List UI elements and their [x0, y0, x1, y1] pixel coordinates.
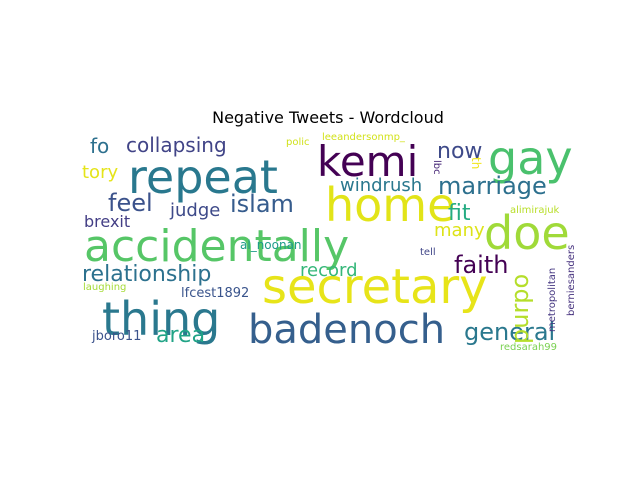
word-accidentally: accidentally — [84, 221, 349, 272]
word-kemi: kemi — [317, 137, 418, 186]
word-islam: islam — [230, 190, 294, 218]
word-relationship: relationship — [82, 262, 211, 287]
word-tory: tory — [82, 162, 118, 183]
chart-title: Negative Tweets - Wordcloud — [212, 108, 444, 127]
word-home: home — [325, 178, 455, 232]
word-brexit: brexit — [84, 212, 130, 231]
word-fit: fit — [448, 201, 471, 226]
word-laughing: laughing — [83, 282, 126, 293]
word-lbc: lbc — [431, 160, 442, 175]
word-faith: faith — [454, 251, 508, 279]
word-record: record — [300, 260, 358, 281]
word-doe: doe — [484, 206, 570, 260]
word-thing: thing — [102, 292, 220, 346]
word-repeat: repeat — [128, 150, 278, 204]
word-area: area — [156, 323, 205, 348]
wordcloud: secretaryaccidentallybadenochhomerepeatt… — [82, 131, 576, 352]
word-marriage: marriage — [438, 172, 547, 200]
word-gay: gay — [488, 131, 573, 185]
word-judge: judge — [169, 200, 220, 221]
word-al-noonan: al_noonan — [240, 238, 302, 252]
word-jboro11: jboro11 — [91, 329, 141, 344]
word-leeandersonmp-: leeandersonmp_ — [322, 132, 406, 143]
word-berniesanders: berniesanders — [566, 245, 576, 316]
word-redsarah99: redsarah99 — [500, 342, 557, 352]
word-th: th — [469, 157, 483, 169]
word-tell: tell — [420, 247, 436, 258]
word-fo: fo — [90, 134, 109, 158]
word-alimirajuk: alimirajuk — [510, 205, 560, 216]
word-secretary: secretary — [262, 259, 488, 315]
word-now: now — [437, 139, 482, 164]
word-badenoch: badenoch — [248, 307, 445, 352]
word-feel: feel — [108, 189, 153, 217]
word-collapsing: collapsing — [126, 133, 227, 157]
word-many: many — [434, 220, 485, 241]
word-lfcest1892: lfcest1892 — [181, 286, 249, 301]
word-polic: polic — [286, 137, 310, 148]
word-purpo: purpo — [506, 274, 534, 344]
word-metropolitan: metropolitan — [547, 268, 558, 332]
word-windrush: windrush — [340, 175, 422, 196]
word-general: general — [464, 318, 555, 346]
